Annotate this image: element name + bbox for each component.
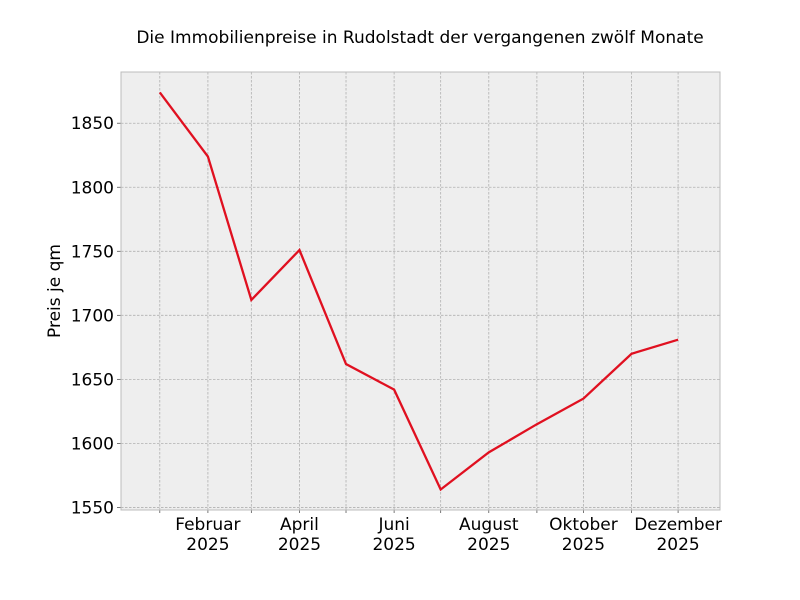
y-tick-labels: 1550 1600 1650 1700 1750 1800 1850	[71, 114, 114, 518]
y-tick-label: 1550	[71, 498, 114, 518]
y-tick-label: 1750	[71, 242, 114, 262]
y-tick-label: 1600	[71, 434, 114, 454]
y-tick-label: 1650	[71, 370, 114, 390]
x-tick-labels: Februar 2025 April 2025 Juni 2025 August 2025 Ok…	[175, 515, 722, 555]
y-tick-label: 1800	[71, 178, 114, 198]
y-tick-label: 1850	[71, 114, 114, 134]
chart-title: Die Immobilienpreise in Rudolstadt der v…	[136, 28, 703, 48]
series-layer	[158, 91, 679, 492]
series-line	[158, 91, 679, 492]
grid	[121, 72, 720, 510]
x-tick-label: Juni 2025	[372, 515, 415, 555]
x-tick-label: Februar 2025	[175, 515, 240, 555]
x-tick-label: Oktober 2025	[549, 515, 618, 555]
y-axis-label: Preis je qm	[45, 244, 65, 338]
plot-frame	[120, 71, 721, 511]
y-tick-label: 1700	[71, 306, 114, 326]
x-tick-label: August 2025	[459, 515, 519, 555]
x-tick-label: April 2025	[278, 515, 321, 555]
x-tick-label: Dezember 2025	[634, 515, 722, 555]
plot-area	[121, 72, 720, 510]
